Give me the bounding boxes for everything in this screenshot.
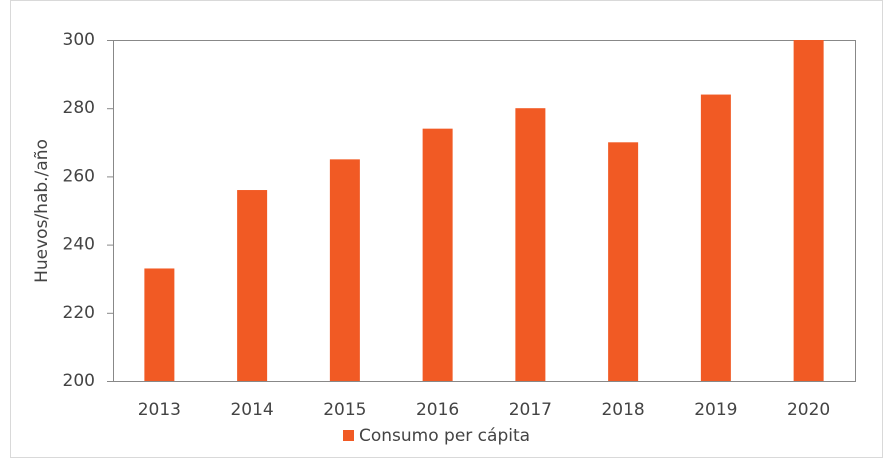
y-tick-label: 220	[63, 303, 95, 323]
x-tick-label: 2015	[323, 400, 366, 420]
bar	[329, 159, 360, 381]
x-tick-label: 2020	[787, 400, 830, 420]
x-tick-label: 2013	[138, 400, 181, 420]
y-tick-label: 240	[63, 235, 95, 255]
y-tick-label: 300	[63, 30, 95, 50]
bar	[144, 268, 175, 381]
x-tick-label: 2017	[509, 400, 552, 420]
x-tick-label: 2019	[694, 400, 737, 420]
bar	[237, 190, 268, 381]
bar	[422, 128, 453, 381]
bar	[793, 40, 824, 381]
x-tick-label: 2016	[416, 400, 459, 420]
y-tick-label: 260	[63, 166, 95, 186]
bar	[700, 94, 731, 381]
plot-frame	[113, 40, 856, 382]
legend-swatch	[343, 430, 354, 441]
y-axis-label: Huevos/hab./año	[32, 139, 52, 283]
x-tick-label: 2014	[230, 400, 273, 420]
x-tick-label: 2018	[601, 400, 644, 420]
bar	[608, 142, 639, 381]
legend-label: Consumo per cápita	[359, 426, 530, 446]
bar	[515, 108, 546, 381]
y-tick-label: 200	[63, 371, 95, 391]
y-tick-label: 280	[63, 98, 95, 118]
